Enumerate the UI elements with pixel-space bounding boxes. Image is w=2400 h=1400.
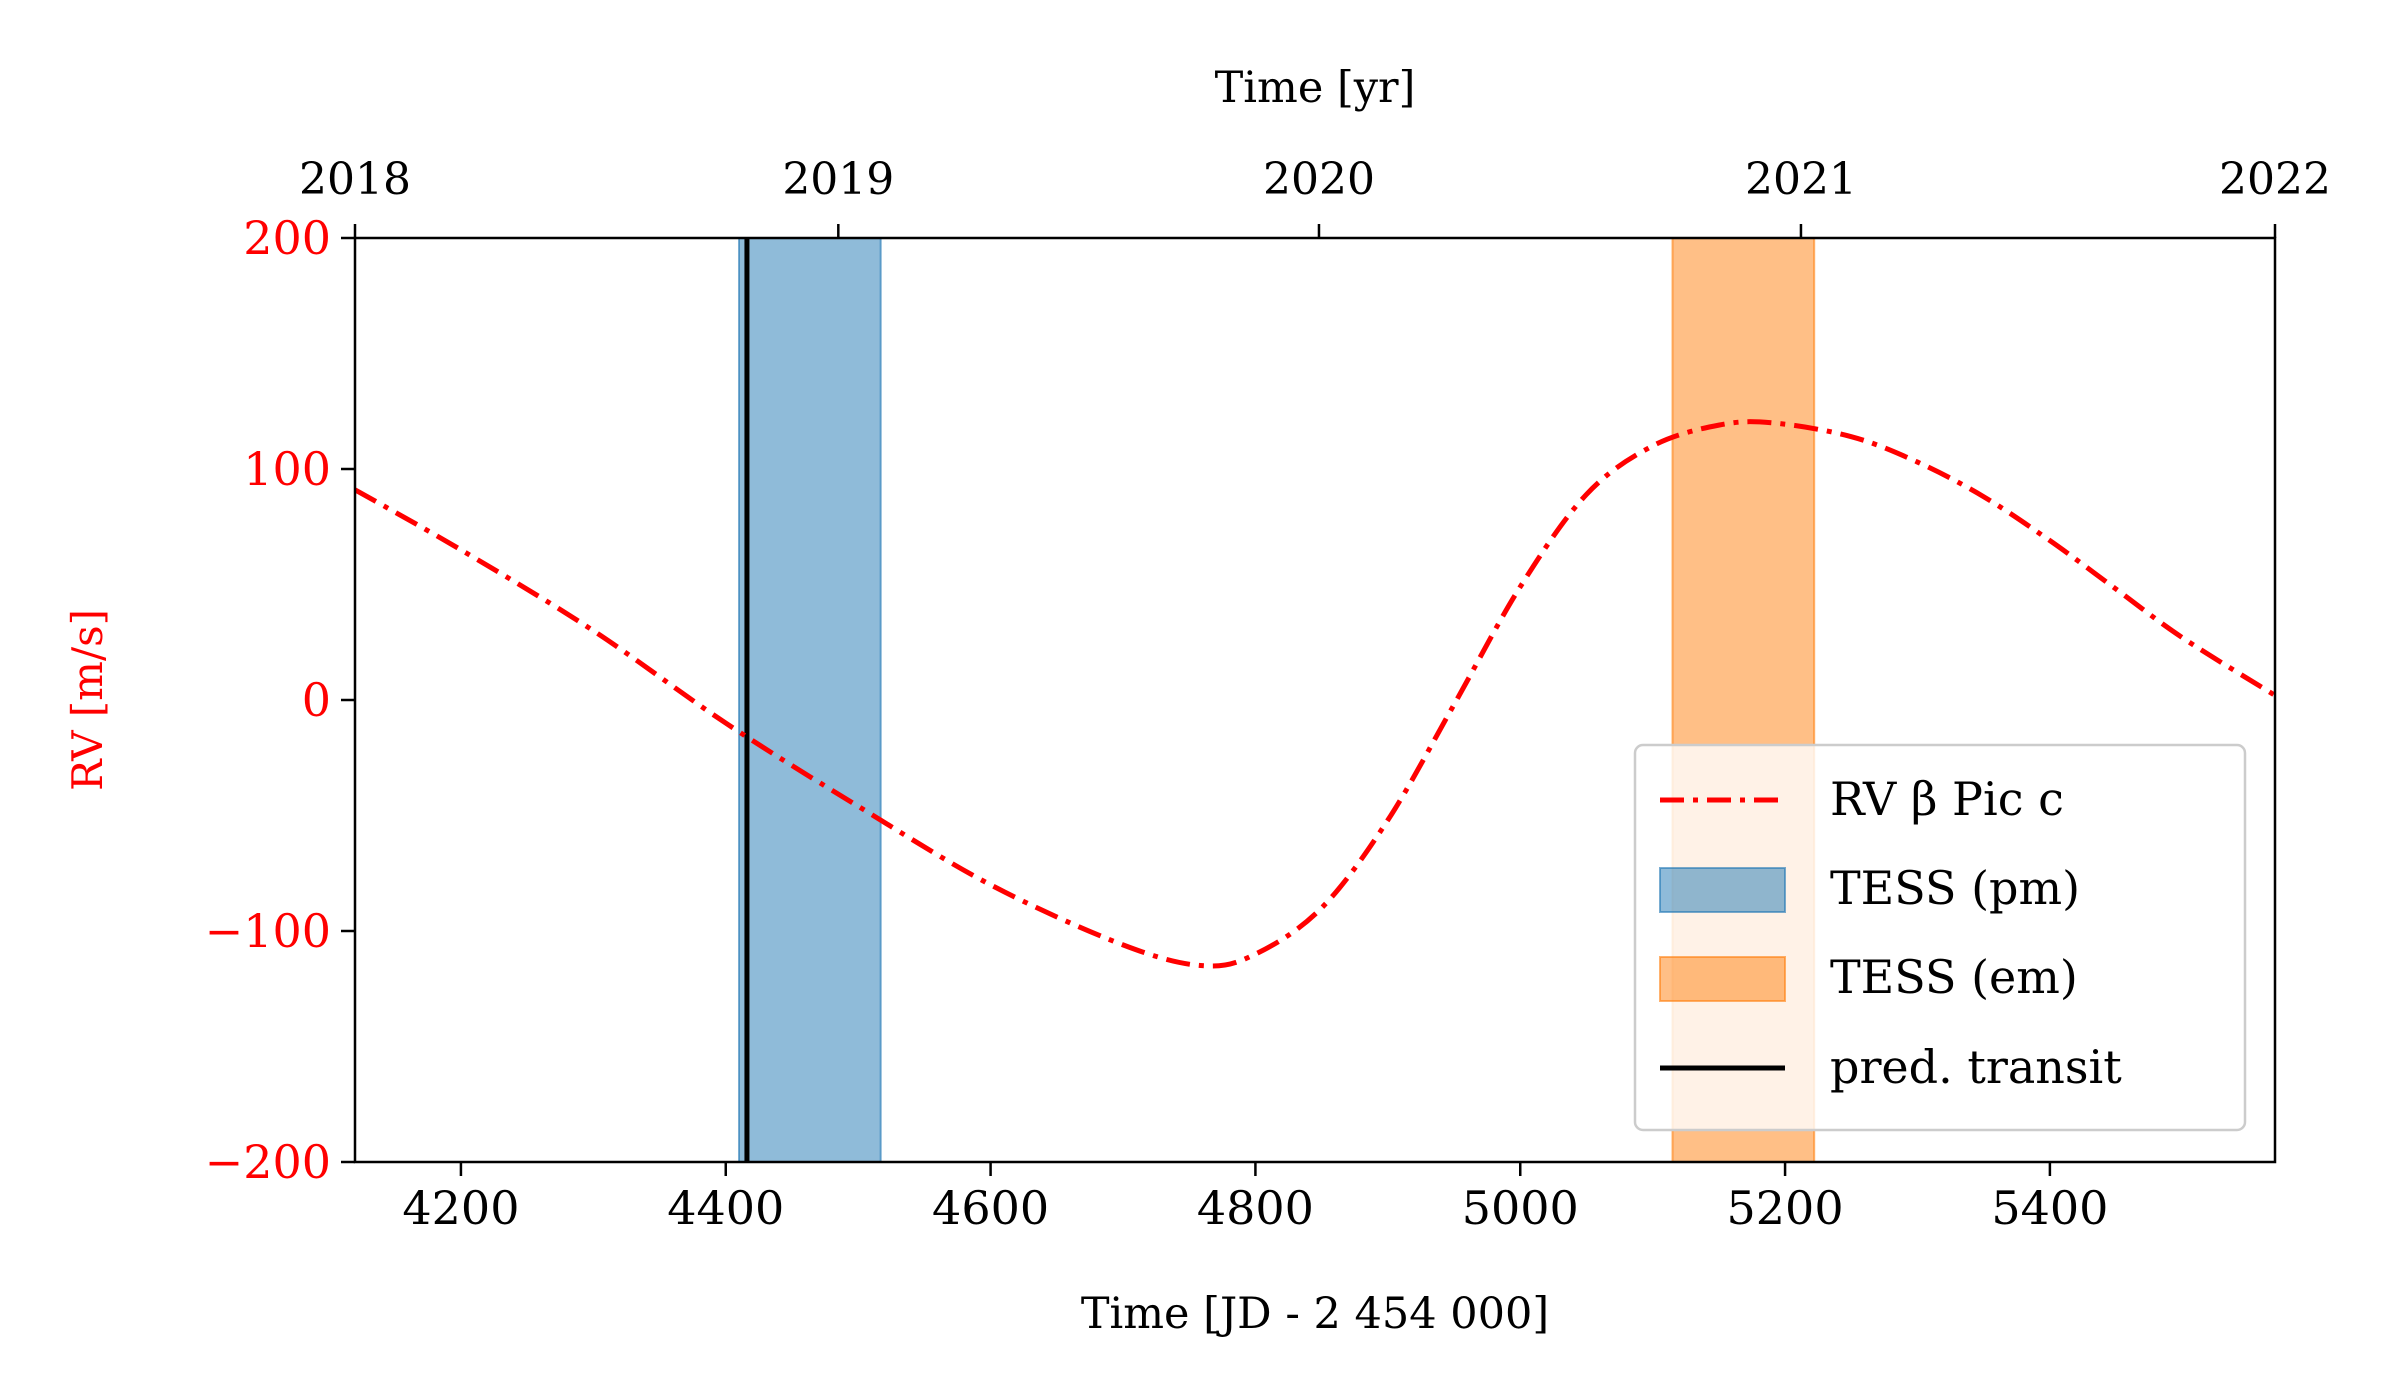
x-tick-label: 4200 <box>402 1181 519 1235</box>
legend-box <box>1633 743 2247 1132</box>
x-tick-label: 4800 <box>1197 1181 1314 1235</box>
top-tick-label: 2018 <box>299 154 411 205</box>
span-tess-pm <box>738 237 882 1163</box>
top-tick-label: 2022 <box>2219 154 2331 205</box>
legend-tess-em-label: TESS (em) <box>1830 950 2078 1004</box>
legend-rv-label: RV β Pic c <box>1830 772 2064 826</box>
legend-tess-pm-label: TESS (pm) <box>1830 861 2080 915</box>
y-tick-label: −200 <box>205 1135 331 1189</box>
y-tick-label: 200 <box>243 211 331 265</box>
top-x-axis-label: Time [yr] <box>1215 63 1416 113</box>
y-tick-label: −100 <box>205 904 331 958</box>
top-tick-label: 2020 <box>1263 154 1375 205</box>
lines-layer <box>353 238 2277 1162</box>
legend-transit-label: pred. transit <box>1830 1040 2122 1094</box>
rv-series-line-0 <box>353 419 2277 969</box>
y-axis-label: RV [m/s] <box>63 609 112 791</box>
x-tick-label: 5000 <box>1462 1181 1579 1235</box>
legend: RV β Pic c TESS (pm) TESS (em) pred. tra… <box>1633 743 2247 1132</box>
legend-tess-pm-swatch <box>1659 867 1786 913</box>
x-tick-label: 4600 <box>932 1181 1049 1235</box>
x-tick-label: 4400 <box>667 1181 784 1235</box>
top-tick-label: 2021 <box>1745 154 1857 205</box>
y-tick-label: 0 <box>302 673 331 727</box>
y-tick-label: 100 <box>243 442 331 496</box>
x-tick-label: 5400 <box>1991 1181 2108 1235</box>
x-axis-label: Time [JD - 2 454 000] <box>1081 1289 1549 1339</box>
x-tick-label: 5200 <box>1727 1181 1844 1235</box>
legend-tess-em-swatch <box>1659 956 1786 1002</box>
ticks-layer: 4200 4400 4600 4800 5000 5200 5400 200 100 0 −100 −… <box>205 154 2331 1235</box>
top-tick-label: 2019 <box>782 154 894 205</box>
